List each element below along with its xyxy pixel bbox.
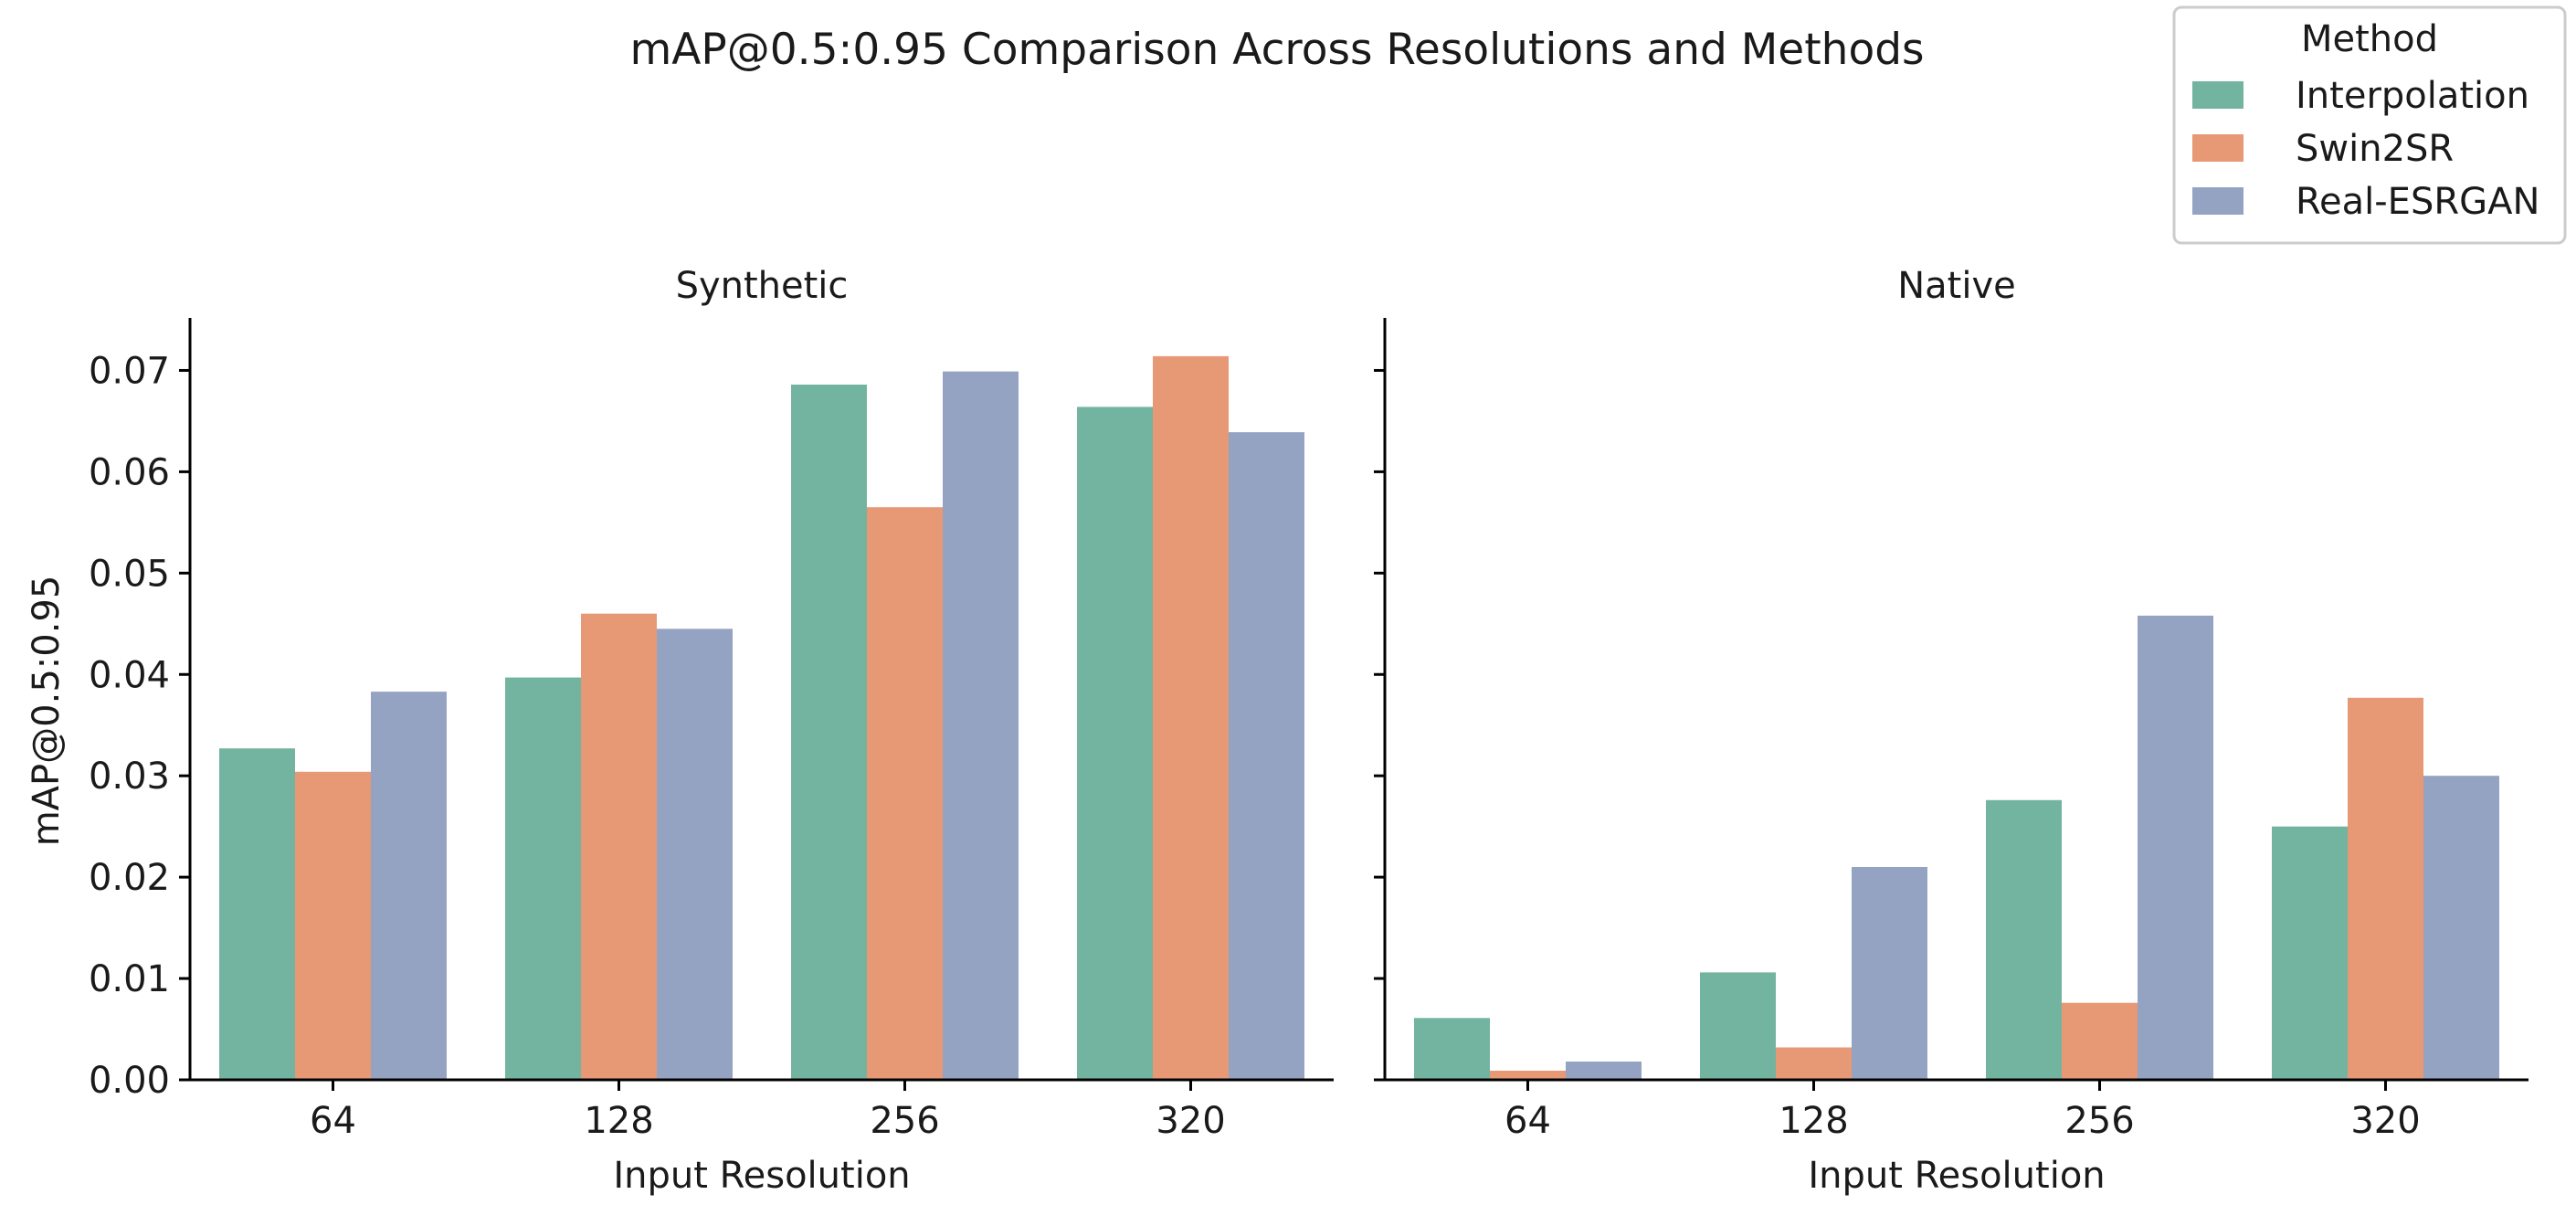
bar xyxy=(1986,799,2062,1080)
y-axis-label: mAP@0.5:0.95 xyxy=(26,576,68,847)
x-tick-label: 320 xyxy=(1156,1100,1225,1142)
bar xyxy=(371,692,447,1080)
bar xyxy=(1153,355,1229,1080)
panel-0: Synthetic 0.00 0.01 0.02 0.03 0.04 0.05 0.06 0.0… xyxy=(89,265,1334,1197)
legend-swatch xyxy=(2192,187,2243,215)
x-tick-label: 256 xyxy=(870,1100,939,1142)
x-axis-label: Input Resolution xyxy=(613,1155,910,1197)
legend: Method Interpolation Swin2SR Real-ESRGAN xyxy=(2172,5,2567,245)
bar xyxy=(2348,697,2423,1080)
panel-title: Synthetic xyxy=(676,265,849,307)
x-tick-label: 128 xyxy=(1779,1100,1848,1142)
bar xyxy=(791,385,867,1080)
legend-swatch xyxy=(2192,81,2243,109)
y-tick-label: 0.00 xyxy=(89,1060,170,1102)
bar xyxy=(2062,1002,2138,1080)
bar xyxy=(1700,972,1776,1080)
legend-label: Real-ESRGAN xyxy=(2296,181,2539,223)
bar xyxy=(1414,1018,1490,1080)
panels: Synthetic 0.00 0.01 0.02 0.03 0.04 0.05 0.06 0.0… xyxy=(89,265,2528,1197)
bar xyxy=(867,507,943,1080)
bar xyxy=(1077,407,1153,1080)
bar xyxy=(219,748,295,1080)
y-tick-label: 0.07 xyxy=(89,350,170,392)
legend-label: Interpolation xyxy=(2296,75,2529,117)
x-tick-label: 256 xyxy=(2064,1100,2134,1142)
bar xyxy=(1852,867,1927,1080)
bar xyxy=(1490,1071,1566,1080)
bar xyxy=(581,613,657,1080)
x-tick-label: 64 xyxy=(1504,1100,1551,1142)
y-tick-label: 0.03 xyxy=(89,756,170,798)
bar xyxy=(505,677,581,1080)
x-tick-label: 128 xyxy=(584,1100,653,1142)
bar xyxy=(2423,776,2499,1080)
legend-label: Swin2SR xyxy=(2296,128,2454,170)
legend-swatch xyxy=(2192,134,2243,162)
y-tick-label: 0.04 xyxy=(89,654,170,696)
bar xyxy=(943,371,1019,1081)
y-tick-label: 0.01 xyxy=(89,958,170,1000)
bar xyxy=(1566,1062,1642,1080)
bar xyxy=(295,771,371,1080)
x-tick-label: 64 xyxy=(310,1100,356,1142)
bar xyxy=(1229,432,1304,1081)
bar xyxy=(657,629,733,1080)
x-tick-label: 320 xyxy=(2350,1100,2420,1142)
panel-title: Native xyxy=(1897,265,2016,307)
y-tick-label: 0.06 xyxy=(89,451,170,493)
y-tick-label: 0.02 xyxy=(89,857,170,899)
legend-entries: Interpolation Swin2SR Real-ESRGAN xyxy=(2192,75,2539,223)
bar xyxy=(2272,826,2348,1080)
bar xyxy=(2138,615,2213,1080)
chart-title: mAP@0.5:0.95 Comparison Across Resolutio… xyxy=(629,25,1924,75)
y-tick-label: 0.05 xyxy=(89,553,170,595)
panel-1: Native 64 128 256 320 Input Resolution xyxy=(1374,265,2528,1197)
legend-title: Method xyxy=(2301,18,2438,60)
legend-frame xyxy=(2172,5,2567,245)
bar xyxy=(1776,1047,1852,1080)
x-axis-label: Input Resolution xyxy=(1808,1155,2105,1197)
